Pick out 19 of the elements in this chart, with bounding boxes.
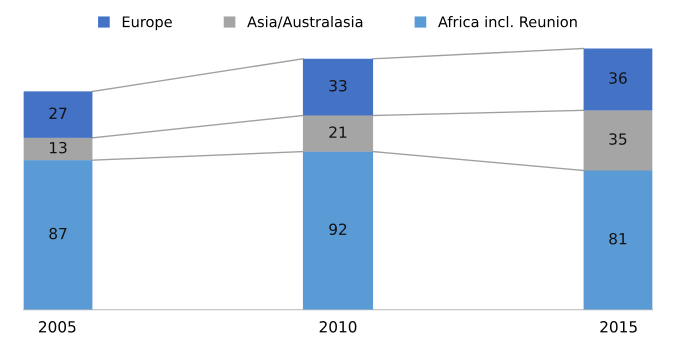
x-tick-label: 2010 [320, 321, 356, 333]
legend-label: Europe [122, 16, 172, 30]
data-label: 27 [49, 108, 66, 119]
bar [584, 170, 652, 310]
data-label: 35 [609, 133, 626, 145]
data-label: 87 [49, 228, 66, 240]
bar [24, 160, 92, 310]
bar [584, 48, 652, 110]
bar [24, 91, 92, 138]
data-label: 13 [50, 142, 67, 154]
x-tick-label: 2005 [39, 321, 76, 333]
data-label: 33 [329, 80, 346, 92]
legend-label: Asia/Australasia [247, 16, 362, 28]
data-label: 36 [609, 72, 627, 84]
data-label: 21 [329, 126, 346, 138]
data-label: 81 [609, 232, 626, 245]
x-tick-label: 2015 [600, 321, 637, 333]
legend-label: Africa incl. Reunion [438, 16, 577, 28]
data-label: 92 [329, 224, 346, 236]
